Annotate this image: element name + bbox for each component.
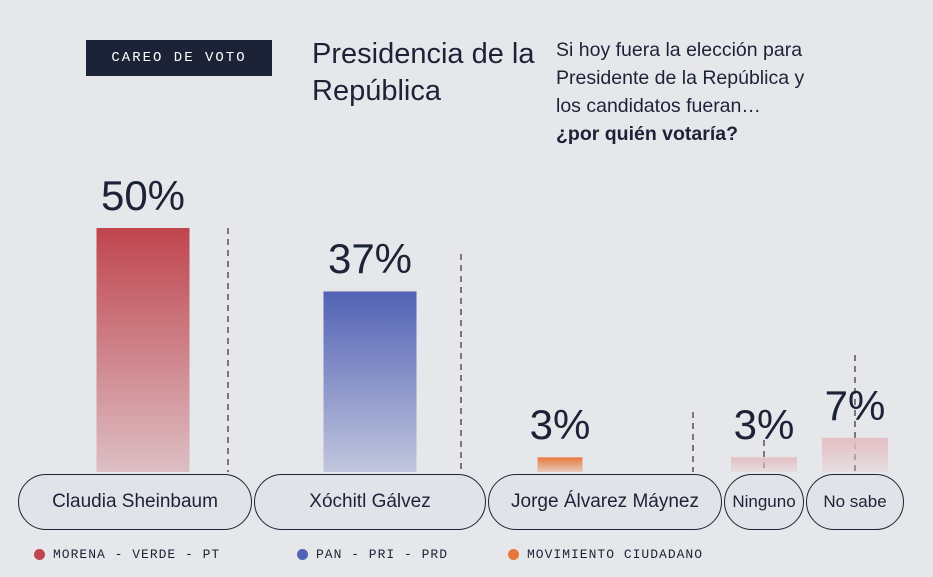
subtitle: Si hoy fuera la elección para Presidente…	[556, 39, 805, 117]
question: ¿por quién votaría?	[556, 123, 739, 145]
category-pill: No sabe	[806, 474, 904, 530]
value-label: 50%	[100, 172, 186, 219]
bar	[537, 457, 583, 472]
bar	[96, 228, 190, 472]
subtitle-block: Si hoy fuera la elección para Presidente…	[556, 36, 806, 148]
value-label: 37%	[327, 235, 413, 283]
legend-item: MORENA - VERDE - PT	[34, 547, 220, 562]
value-label: 3%	[733, 401, 795, 449]
bar	[323, 291, 417, 472]
tag: CAREO DE VOTO	[86, 40, 272, 76]
value-label: 7%	[824, 381, 886, 429]
legend-label: PAN - PRI - PRD	[316, 547, 449, 562]
legend-dot	[508, 549, 519, 560]
category-pill: Claudia Sheinbaum	[18, 474, 252, 530]
category-pill: Jorge Álvarez Máynez	[488, 474, 722, 530]
legend-label: MOVIMIENTO CIUDADANO	[527, 547, 704, 562]
legend-item: MOVIMIENTO CIUDADANO	[508, 547, 703, 562]
legend-item: PAN - PRI - PRD	[297, 547, 448, 562]
value-label: 3%	[529, 401, 591, 449]
legend-dot	[297, 549, 308, 560]
legend-label: MORENA - VERDE - PT	[53, 547, 221, 562]
category-pill: Xóchitl Gálvez	[254, 474, 486, 530]
bar	[822, 437, 888, 472]
legend-dot	[34, 549, 45, 560]
category-pill: Ninguno	[724, 474, 804, 530]
chart-title: Presidencia de la República	[312, 38, 535, 107]
bar	[731, 457, 797, 472]
